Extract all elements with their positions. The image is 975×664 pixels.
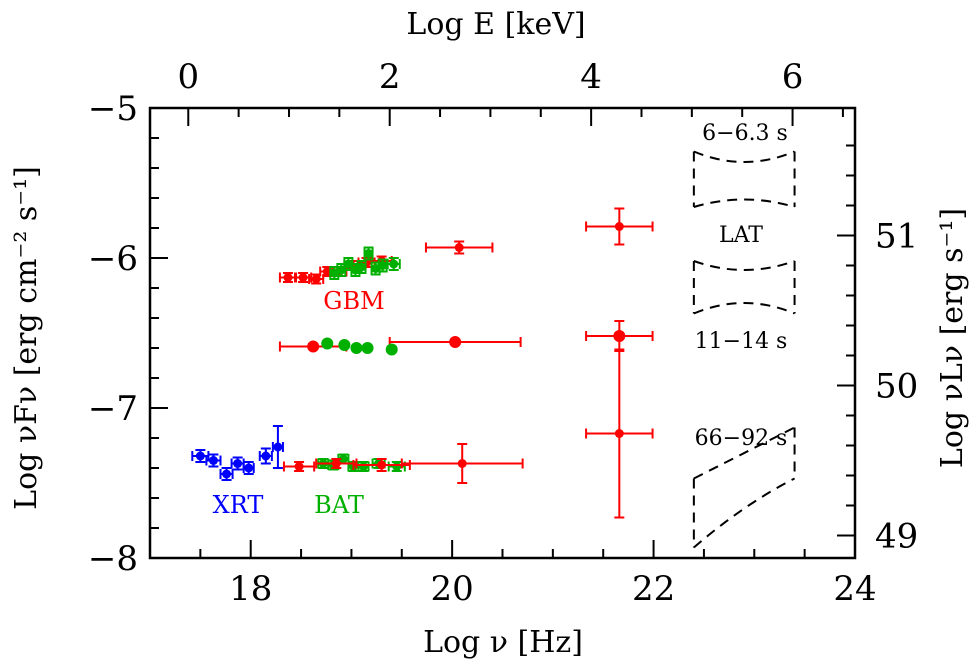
data-point — [361, 342, 374, 354]
data-point — [283, 273, 293, 282]
x-tick-label: 22 — [632, 569, 675, 609]
top-tick-label: 2 — [379, 57, 401, 97]
data-point — [222, 469, 232, 479]
lat-label: LAT — [719, 223, 763, 248]
data-point — [385, 343, 398, 356]
right-tick-label: 51 — [875, 217, 918, 257]
data-point — [195, 451, 205, 461]
data-point — [377, 460, 387, 470]
x-tick-label: 24 — [833, 569, 876, 609]
lat-bowtie-lower — [693, 477, 796, 549]
data-point — [261, 451, 271, 461]
data-point — [350, 342, 363, 354]
data-point — [311, 274, 321, 284]
data-point — [321, 337, 334, 350]
y-tick-label: −8 — [88, 539, 138, 579]
data-point — [364, 249, 374, 258]
tick-marks — [149, 107, 856, 559]
x-tick-label: 18 — [229, 569, 272, 609]
x-tick-label: 20 — [431, 569, 474, 609]
data-point — [307, 340, 320, 353]
top-axis-label: Log E [keV] — [406, 7, 585, 42]
gbm-label: GBM — [323, 287, 384, 315]
data-point — [244, 463, 254, 473]
data-point — [331, 459, 341, 468]
lat-bowtie-lower — [693, 302, 795, 315]
y-tick-label: −5 — [88, 89, 138, 129]
xrt-label: XRT — [213, 491, 264, 519]
y-tick-label: −6 — [88, 239, 138, 279]
top-tick-label: 6 — [782, 57, 804, 97]
data-point — [378, 261, 388, 270]
data-point — [298, 273, 308, 282]
epoch-label-6-6.3s: 6−6.3 s — [702, 121, 788, 146]
lat-bowties — [692, 150, 796, 549]
data-point — [454, 243, 464, 252]
epoch-label-66-92s: 66−92 s — [695, 426, 788, 451]
data-point — [273, 442, 283, 452]
data-point — [614, 429, 624, 438]
data-point — [457, 459, 467, 468]
data-point — [392, 462, 402, 471]
data-point — [338, 454, 348, 464]
y-tick-label: −7 — [88, 389, 138, 429]
bat-label: BAT — [314, 491, 364, 519]
lat-bowtie-lower — [693, 198, 795, 208]
right-tick-label: 50 — [875, 367, 918, 407]
top-tick-label: 0 — [177, 57, 199, 97]
epoch-label-11-14s: 11−14 s — [695, 329, 788, 354]
top-tick-label: 4 — [580, 57, 602, 97]
data-point — [613, 330, 626, 342]
x-axis-label: Log ν [Hz] — [423, 625, 583, 660]
right-tick-label: 49 — [875, 517, 918, 557]
data-point — [338, 339, 351, 351]
data-point — [614, 222, 624, 231]
data-point — [359, 462, 369, 471]
data-points — [191, 207, 654, 519]
data-point — [389, 259, 399, 269]
data-point — [233, 459, 243, 468]
data-point — [294, 462, 304, 471]
y-axis-label: Log νFν [erg cm⁻² s⁻¹] — [9, 166, 44, 510]
data-point — [357, 262, 366, 272]
lat-bowtie-upper — [693, 260, 795, 271]
data-point — [208, 456, 218, 465]
right-axis-label: Log νLν [erg s⁻¹] — [935, 208, 970, 468]
data-point — [449, 336, 462, 348]
lat-bowtie-upper — [693, 150, 795, 163]
lat-bowtie-upper — [693, 426, 796, 480]
